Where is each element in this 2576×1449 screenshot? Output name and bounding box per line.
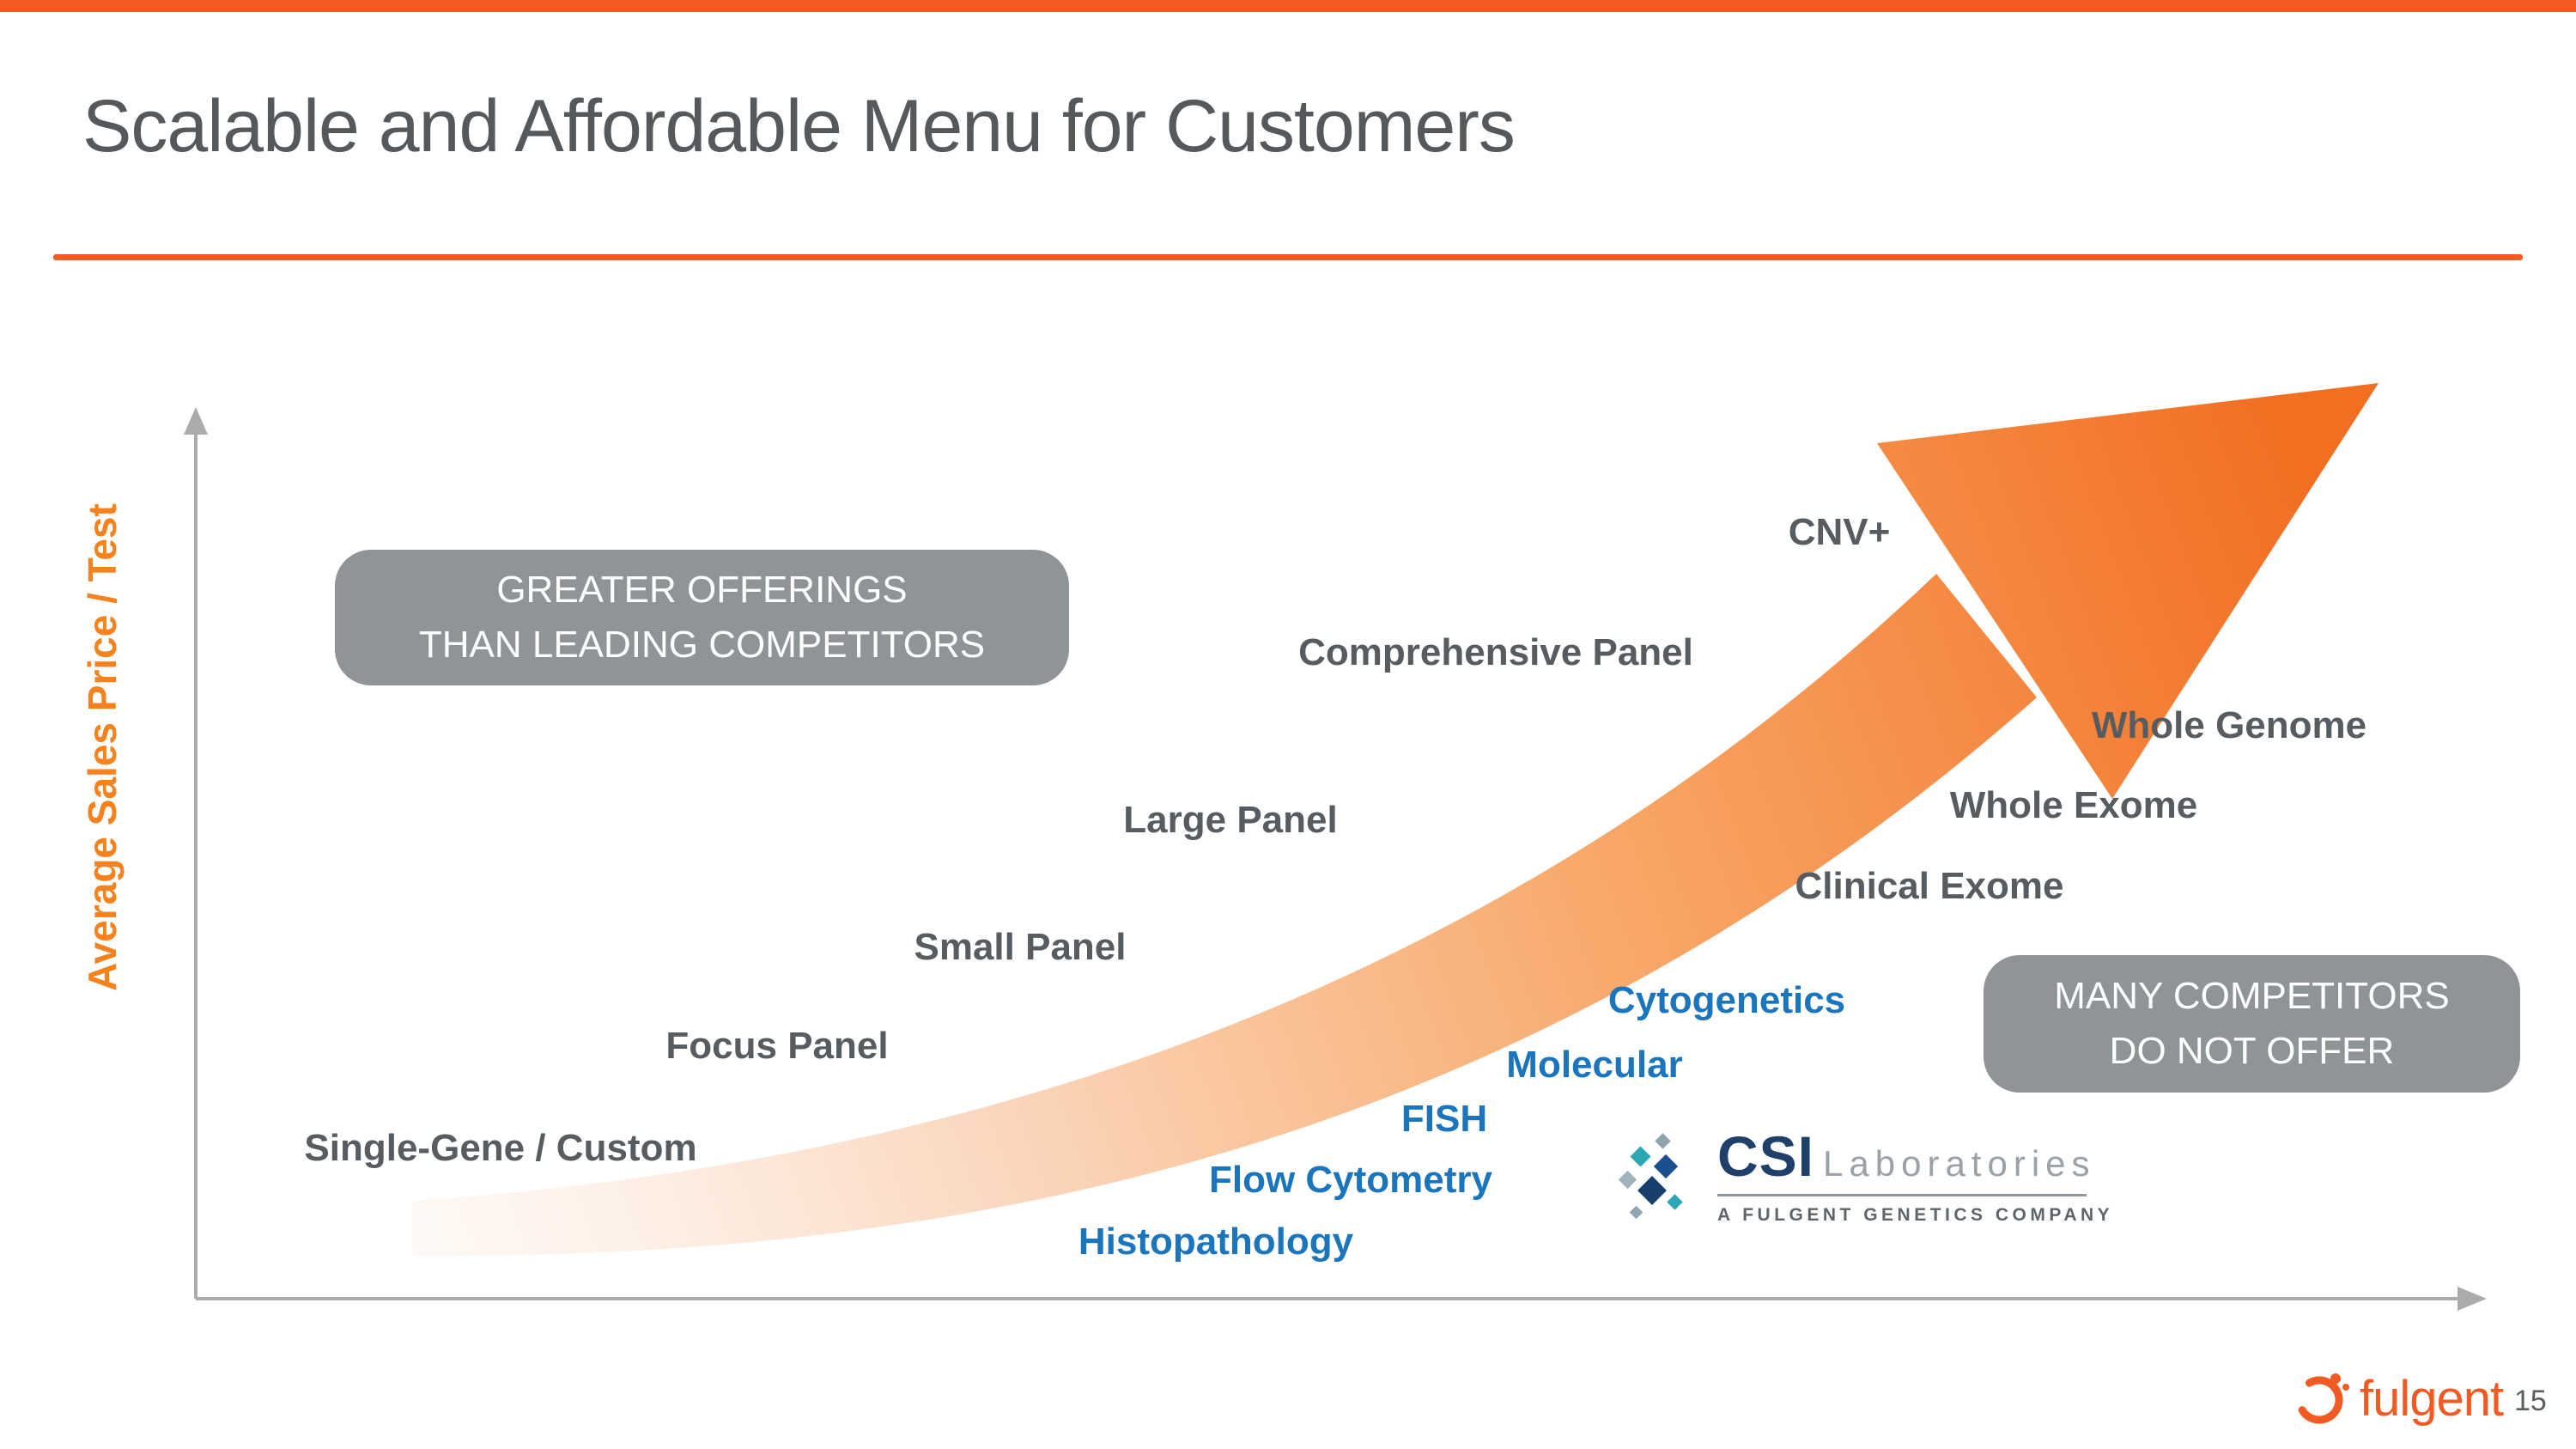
page-number: 15 xyxy=(2514,1385,2547,1417)
menu-item-comprehensive-panel: Comprehensive Panel xyxy=(1298,631,1693,673)
callout-many-competitors: MANY COMPETITORS DO NOT OFFER xyxy=(1984,955,2520,1093)
callout-left-line2: THAN LEADING COMPETITORS xyxy=(418,624,986,666)
csi-name-row: CSI Laboratories xyxy=(1717,1123,2113,1189)
fulgent-logo: fulgent xyxy=(2291,1367,2504,1429)
growth-arrow-shaft xyxy=(412,574,2037,1257)
csi-laboratories-logo: CSI Laboratories A FULGENT GENETICS COMP… xyxy=(1595,1123,2113,1239)
menu-item-large-panel: Large Panel xyxy=(1123,799,1338,841)
csi-logo-divider xyxy=(1717,1194,2087,1196)
y-axis-arrowhead-icon xyxy=(184,407,208,435)
csi-service-fish: FISH xyxy=(1400,1098,1488,1140)
menu-item-cnv-plus: CNV+ xyxy=(1788,511,1891,553)
growth-arrow-head xyxy=(1877,383,2379,799)
fulgent-wordmark: fulgent xyxy=(2360,1370,2504,1427)
page-title: Scalable and Affordable Menu for Custome… xyxy=(82,85,1516,167)
fulgent-icon xyxy=(2295,1373,2349,1424)
csi-mosaic-icon xyxy=(1618,1133,1683,1220)
callout-right-line1: MANY COMPETITORS xyxy=(2054,975,2450,1018)
menu-item-focus-panel: Focus Panel xyxy=(665,1025,889,1067)
csi-service-histopathology: Histopathology xyxy=(1078,1221,1354,1263)
menu-item-whole-genome: Whole Genome xyxy=(2091,704,2367,746)
menu-item-small-panel: Small Panel xyxy=(914,926,1127,968)
callout-right-line2: DO NOT OFFER xyxy=(2109,1030,2395,1072)
menu-item-single-gene: Single-Gene / Custom xyxy=(304,1127,697,1169)
csi-tagline: A FULGENT GENETICS COMPANY xyxy=(1717,1205,2114,1225)
csi-name: Laboratories xyxy=(1823,1143,2096,1184)
callout-greater-offerings: GREATER OFFERINGS THAN LEADING COMPETITO… xyxy=(335,550,1069,685)
y-axis-label: Average Sales Price / Test xyxy=(80,503,125,991)
csi-service-flow-cytometry: Flow Cytometry xyxy=(1208,1159,1493,1201)
top-accent-bar xyxy=(0,0,2576,12)
menu-item-whole-exome: Whole Exome xyxy=(1949,784,2198,826)
callout-left-line1: GREATER OFFERINGS xyxy=(496,569,908,612)
csi-text-block: CSI Laboratories A FULGENT GENETICS COMP… xyxy=(1717,1123,2113,1226)
menu-item-clinical-exome: Clinical Exome xyxy=(1795,865,2064,907)
csi-service-cytogenetics: Cytogenetics xyxy=(1607,979,1846,1021)
x-axis-arrowhead-icon xyxy=(2458,1287,2487,1311)
csi-service-molecular: Molecular xyxy=(1506,1044,1683,1086)
title-divider xyxy=(53,254,2523,260)
csi-acronym: CSI xyxy=(1717,1124,1815,1188)
